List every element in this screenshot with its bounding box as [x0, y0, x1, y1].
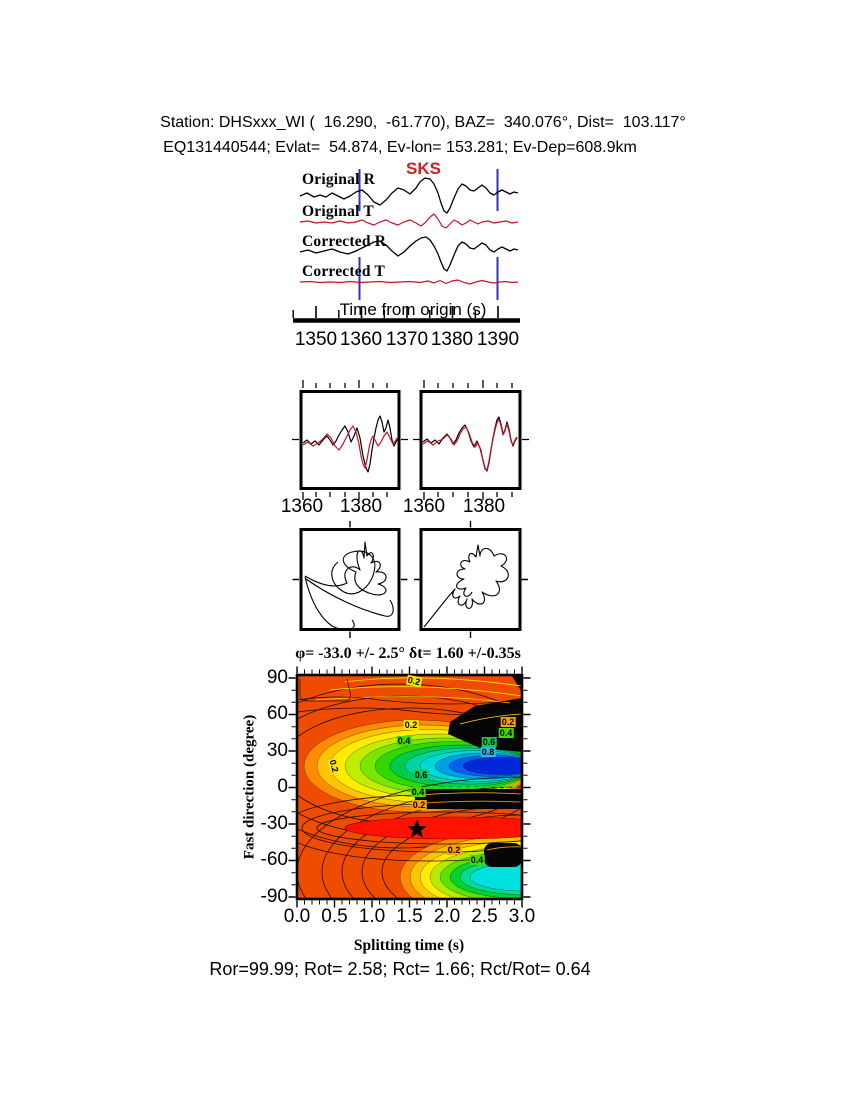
particle-motion-boxes	[292, 521, 528, 638]
contour-x-major-ticks	[296, 666, 523, 908]
x-tick-2.0: 2.0	[433, 906, 461, 927]
red-maximum-region	[344, 816, 522, 840]
contour-label: 0.2	[411, 800, 427, 810]
original-t-trace	[299, 213, 519, 229]
contour-label: 0.6	[481, 737, 497, 747]
y-tick-m60: -60	[260, 849, 288, 870]
x-tick-1.0: 1.0	[358, 906, 386, 927]
event-info-line: EQ131440544; Evlat= 54.874, Ev-lon= 153.…	[163, 139, 637, 156]
contour-label: 0.2	[446, 845, 462, 855]
black-patch-upper-right	[448, 698, 522, 752]
quality-metrics-line: Ror=99.99; Rot= 2.58; Rct= 1.66; Rct/Rot…	[209, 959, 591, 979]
contour-y-minor-ticks	[291, 689, 528, 886]
splitting-result-title: φ= -33.0 +/- 2.5° δt= 1.60 +/-0.35s	[295, 645, 521, 662]
seismogram-panel	[292, 169, 520, 323]
time-axis-minor-ticks	[292, 310, 476, 318]
x-tick-1.5: 1.5	[396, 906, 423, 927]
x-tick-0.5: 0.5	[321, 906, 348, 927]
left-hodogram	[304, 541, 394, 631]
contour-x-minor-ticks	[304, 669, 515, 905]
left-pm-box-frame	[299, 528, 401, 631]
best-fit-star	[407, 819, 427, 838]
trace-label-original-t: Original T	[302, 203, 374, 220]
left-waveform-box-frame	[299, 390, 401, 490]
x-tick-3.0: 3.0	[508, 906, 536, 927]
time-axis-major-ticks	[315, 306, 499, 318]
contour-label: 0.4	[396, 736, 412, 746]
corrected-t-trace	[299, 279, 519, 285]
contour-label: 0.4	[498, 728, 514, 738]
trace-label-corrected-t: Corrected T	[302, 263, 385, 280]
analysis-window-lines	[358, 169, 499, 300]
black-patch-mid-right	[415, 789, 522, 809]
corrected-r-trace	[299, 236, 519, 272]
y-tick-30: 30	[266, 740, 288, 761]
original-r-trace	[299, 177, 519, 214]
trace-label-corrected-r: Corrected R	[302, 233, 387, 250]
station-info-line: Station: DHSxxx_WI ( 16.290, -61.770), B…	[160, 114, 686, 131]
left-box-black-trace	[302, 415, 399, 473]
left-box-red-trace	[302, 425, 399, 469]
contour-label: 0.2	[403, 720, 419, 730]
time-tick-1390: 1390	[476, 329, 520, 350]
time-tick-1370: 1370	[385, 329, 429, 350]
box-tick-right-1380: 1380	[462, 496, 506, 517]
y-tick-0: 0	[277, 776, 288, 797]
y-tick-m30: -30	[260, 813, 288, 834]
trace-label-original-r: Original R	[302, 171, 376, 188]
right-box-red-trace	[422, 418, 518, 471]
contour-y-major-ticks	[288, 677, 531, 898]
y-tick-m90: -90	[260, 886, 288, 907]
y-tick-90: 90	[266, 667, 288, 688]
y-tick-60: 60	[266, 703, 288, 724]
time-tick-1380: 1380	[430, 329, 474, 350]
right-box-black-trace	[422, 416, 518, 472]
time-tick-1350: 1350	[294, 329, 338, 350]
waveform-window-boxes	[292, 380, 529, 500]
time-axis-label: Time from origin (s)	[339, 300, 487, 319]
x-tick-2.5: 2.5	[471, 906, 498, 927]
contour-label: 0.6	[413, 770, 429, 780]
x-tick-0.0: 0.0	[283, 906, 311, 927]
right-pm-box-frame	[419, 528, 522, 631]
contour-label: 0.4	[469, 855, 485, 865]
box-tick-left-1380: 1380	[339, 496, 383, 517]
box-tick-left-1360: 1360	[280, 496, 324, 517]
phase-label-sks: SKS	[406, 159, 441, 178]
box-tick-right-1360: 1360	[402, 496, 446, 517]
right-hodogram	[423, 544, 509, 628]
pm-box-ticks	[292, 521, 528, 638]
contour-label: 0.4	[410, 787, 426, 797]
contour-x-axis-label: Splitting time (s)	[353, 937, 465, 954]
contour-label: 0.2	[500, 717, 516, 727]
waveform-box-ticks	[292, 380, 529, 500]
contour-label: 0.8	[480, 747, 496, 757]
right-waveform-box-frame	[419, 390, 522, 490]
time-tick-1360: 1360	[339, 329, 383, 350]
